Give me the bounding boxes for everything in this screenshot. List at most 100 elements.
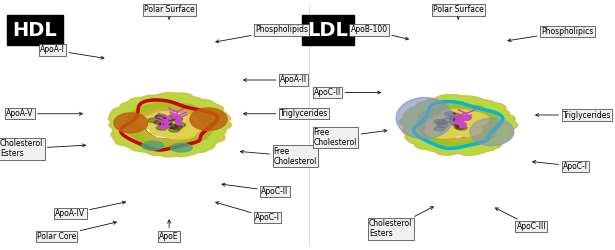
Text: Phospholipids: Phospholipids <box>216 26 308 43</box>
Circle shape <box>194 102 219 112</box>
Circle shape <box>486 132 511 142</box>
Circle shape <box>149 113 181 125</box>
Circle shape <box>434 119 445 124</box>
Circle shape <box>485 130 495 134</box>
Circle shape <box>141 138 161 146</box>
Circle shape <box>194 117 213 125</box>
Circle shape <box>475 146 487 151</box>
Text: ApoB-100: ApoB-100 <box>351 26 408 40</box>
Circle shape <box>429 99 442 104</box>
Text: ApoC-II: ApoC-II <box>222 183 288 196</box>
Circle shape <box>474 100 486 105</box>
Circle shape <box>474 111 493 119</box>
Circle shape <box>163 94 175 98</box>
Circle shape <box>125 117 145 125</box>
Circle shape <box>191 101 203 106</box>
Ellipse shape <box>114 113 148 133</box>
Text: Polar Surface: Polar Surface <box>144 6 194 19</box>
Circle shape <box>453 121 459 124</box>
Circle shape <box>177 104 196 112</box>
Circle shape <box>425 142 450 152</box>
Circle shape <box>144 142 154 146</box>
Circle shape <box>175 123 186 127</box>
Circle shape <box>114 109 127 114</box>
Circle shape <box>478 138 488 142</box>
Circle shape <box>406 122 418 128</box>
Circle shape <box>190 108 200 112</box>
Circle shape <box>472 140 482 144</box>
Circle shape <box>455 123 466 127</box>
Circle shape <box>167 124 178 128</box>
Text: LDL: LDL <box>308 20 348 40</box>
Circle shape <box>161 120 172 125</box>
Circle shape <box>482 106 507 116</box>
Circle shape <box>183 100 207 110</box>
Ellipse shape <box>396 98 453 139</box>
Circle shape <box>458 148 470 153</box>
Circle shape <box>208 106 220 111</box>
Circle shape <box>418 114 437 122</box>
Circle shape <box>457 142 467 146</box>
Circle shape <box>194 146 206 151</box>
Circle shape <box>451 112 489 127</box>
Circle shape <box>408 106 433 116</box>
Circle shape <box>454 124 465 129</box>
Circle shape <box>141 143 165 153</box>
Circle shape <box>494 114 507 119</box>
Circle shape <box>464 118 470 120</box>
Circle shape <box>419 102 432 108</box>
Circle shape <box>452 147 464 152</box>
Circle shape <box>478 114 498 122</box>
Circle shape <box>129 131 139 135</box>
Circle shape <box>419 115 429 119</box>
Circle shape <box>145 96 157 101</box>
Circle shape <box>470 148 482 153</box>
Circle shape <box>472 141 497 151</box>
Circle shape <box>156 139 175 147</box>
Circle shape <box>111 130 135 140</box>
Circle shape <box>407 126 419 130</box>
Circle shape <box>142 104 162 112</box>
Circle shape <box>115 126 127 131</box>
Circle shape <box>442 104 451 108</box>
Circle shape <box>145 146 170 156</box>
Circle shape <box>451 104 471 112</box>
Circle shape <box>156 126 167 130</box>
Circle shape <box>503 122 515 128</box>
Circle shape <box>195 134 220 144</box>
Circle shape <box>202 127 212 131</box>
Circle shape <box>419 127 429 131</box>
Circle shape <box>458 137 478 145</box>
Circle shape <box>446 143 470 153</box>
Circle shape <box>449 123 483 136</box>
Circle shape <box>151 149 163 154</box>
Circle shape <box>164 114 199 128</box>
Circle shape <box>168 143 178 147</box>
Circle shape <box>196 110 206 114</box>
Circle shape <box>418 121 437 129</box>
Circle shape <box>488 126 513 136</box>
Circle shape <box>161 124 197 139</box>
Circle shape <box>417 139 429 144</box>
Circle shape <box>213 112 225 117</box>
Circle shape <box>164 121 170 124</box>
Circle shape <box>125 139 150 149</box>
Circle shape <box>435 114 470 129</box>
Circle shape <box>174 145 199 155</box>
Circle shape <box>435 95 459 105</box>
Circle shape <box>177 138 197 146</box>
Circle shape <box>451 144 476 154</box>
Circle shape <box>140 95 164 105</box>
Text: ApoA-II: ApoA-II <box>244 76 307 84</box>
Circle shape <box>436 120 447 125</box>
Circle shape <box>413 136 438 146</box>
Circle shape <box>453 118 464 122</box>
Circle shape <box>138 107 148 111</box>
Text: Cholesterol
Esters: Cholesterol Esters <box>369 207 434 238</box>
Circle shape <box>203 104 215 108</box>
Circle shape <box>479 136 504 146</box>
Circle shape <box>423 111 433 115</box>
Circle shape <box>462 144 487 154</box>
Circle shape <box>203 119 213 123</box>
Circle shape <box>124 100 149 110</box>
